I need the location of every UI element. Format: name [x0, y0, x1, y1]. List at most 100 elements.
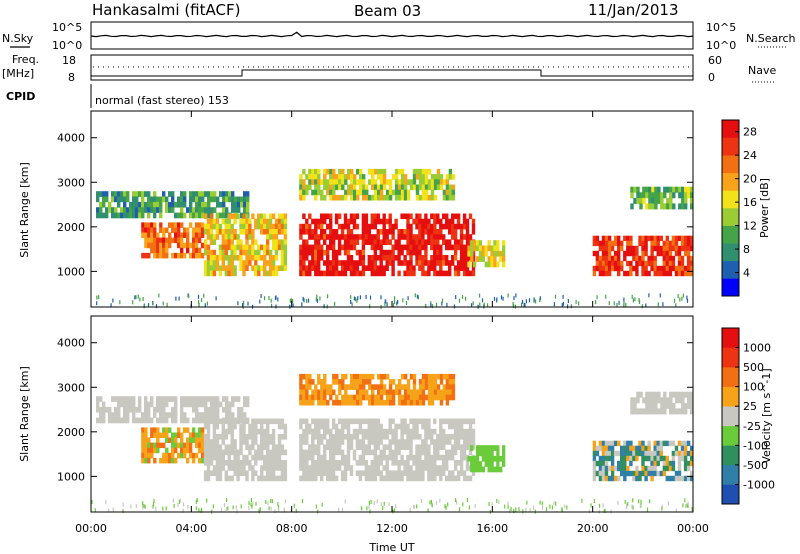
- echo-cell: [690, 270, 694, 277]
- echo-cell: [239, 239, 243, 245]
- scatter-cell: [691, 507, 693, 511]
- echo-cell: [657, 408, 661, 415]
- echo-cell: [314, 434, 318, 440]
- echo-cell: [680, 450, 685, 457]
- echo-cell: [471, 470, 476, 476]
- echo-cell: [382, 449, 386, 456]
- echo-cell: [165, 401, 169, 408]
- scatter-cell: [306, 298, 308, 303]
- echo-cell: [391, 470, 395, 476]
- scatter-cell: [112, 507, 114, 512]
- echo-cell: [373, 460, 377, 466]
- echo-cell: [346, 249, 351, 256]
- echo-cell: [623, 470, 627, 477]
- echo-cell: [308, 174, 312, 180]
- scatter-cell: [132, 300, 134, 305]
- echo-cell: [613, 465, 618, 472]
- echo-cell: [305, 244, 309, 251]
- echo-cell: [371, 184, 375, 191]
- scatter-cell: [380, 502, 382, 507]
- echo-cell: [406, 454, 410, 461]
- echo-cell: [221, 249, 225, 256]
- echo-cell: [604, 460, 609, 467]
- echo-cell: [385, 255, 389, 261]
- echo-cell: [391, 189, 396, 196]
- cpid-mode-text: normal (fast stereo) 153: [95, 94, 229, 107]
- echo-cell: [433, 465, 437, 471]
- echo-cell: [678, 397, 682, 404]
- echo-cell: [206, 249, 211, 256]
- scatter-cell: [455, 498, 457, 503]
- echo-cell: [254, 239, 258, 245]
- scatter-cell: [384, 301, 386, 306]
- echo-cell: [361, 428, 366, 435]
- echo-cell: [493, 445, 497, 451]
- echo-cell: [228, 406, 232, 413]
- echo-cell: [388, 229, 392, 235]
- echo-cell: [684, 408, 688, 415]
- echo-cell: [352, 418, 357, 425]
- echo-cell: [219, 201, 223, 208]
- echo-cell: [400, 179, 405, 185]
- echo-cell: [331, 239, 336, 245]
- echo-cell: [183, 417, 187, 424]
- scatter-cell: [122, 509, 124, 514]
- echo-cell: [150, 442, 154, 449]
- scatter-cell: [250, 502, 252, 507]
- echo-cell: [159, 222, 163, 228]
- echo-cell: [421, 384, 426, 390]
- echo-cell: [186, 247, 190, 254]
- echo-cell: [632, 475, 636, 482]
- echo-cell: [326, 428, 330, 435]
- echo-cell: [681, 186, 685, 193]
- echo-cell: [445, 213, 449, 220]
- echo-cell: [601, 260, 606, 267]
- x-tick-label: 04:00: [175, 522, 207, 535]
- echo-cell: [388, 384, 393, 390]
- echo-cell: [200, 222, 205, 228]
- echo-cell: [159, 196, 163, 203]
- echo-cell: [314, 189, 318, 196]
- echo-cell: [230, 434, 234, 440]
- echo-cell: [424, 270, 428, 277]
- echo-cell: [224, 255, 228, 261]
- echo-cell: [451, 379, 456, 385]
- echo-cell: [430, 244, 434, 251]
- echo-cell: [433, 475, 437, 482]
- echo-cell: [233, 465, 237, 471]
- echo-cell: [433, 194, 438, 201]
- echo-cell: [218, 265, 223, 271]
- scatter-cell: [513, 296, 515, 301]
- echo-cell: [355, 470, 360, 476]
- echo-cell: [188, 452, 193, 459]
- echo-cell: [227, 234, 231, 240]
- echo-cell: [442, 189, 447, 196]
- echo-cell: [260, 229, 264, 235]
- echo-cell: [180, 212, 184, 219]
- echo-cell: [412, 475, 416, 482]
- echo-cell: [266, 249, 270, 256]
- echo-cell: [274, 265, 279, 271]
- echo-cell: [651, 402, 655, 409]
- echo-cell: [198, 401, 202, 408]
- echo-cell: [385, 194, 390, 201]
- scatter-cell: [632, 505, 634, 510]
- echo-cell: [355, 439, 360, 445]
- echo-region-evening-echo: [592, 235, 694, 277]
- scatter-cell: [277, 502, 279, 506]
- echo-cell: [317, 434, 321, 440]
- echo-cell: [382, 213, 386, 220]
- scatter-cell: [515, 507, 517, 512]
- echo-cell: [400, 213, 404, 220]
- echo-cell: [299, 270, 303, 277]
- echo-cell: [635, 450, 639, 457]
- echo-cell: [224, 444, 228, 450]
- echo-region-upper-patches: [299, 168, 456, 201]
- echo-cell: [302, 373, 306, 380]
- echo-cell: [197, 232, 202, 238]
- echo-cell: [132, 412, 136, 418]
- echo-cell: [346, 255, 351, 261]
- echo-cell: [305, 389, 309, 396]
- echo-cell: [177, 442, 181, 449]
- scatter-cell: [355, 297, 357, 302]
